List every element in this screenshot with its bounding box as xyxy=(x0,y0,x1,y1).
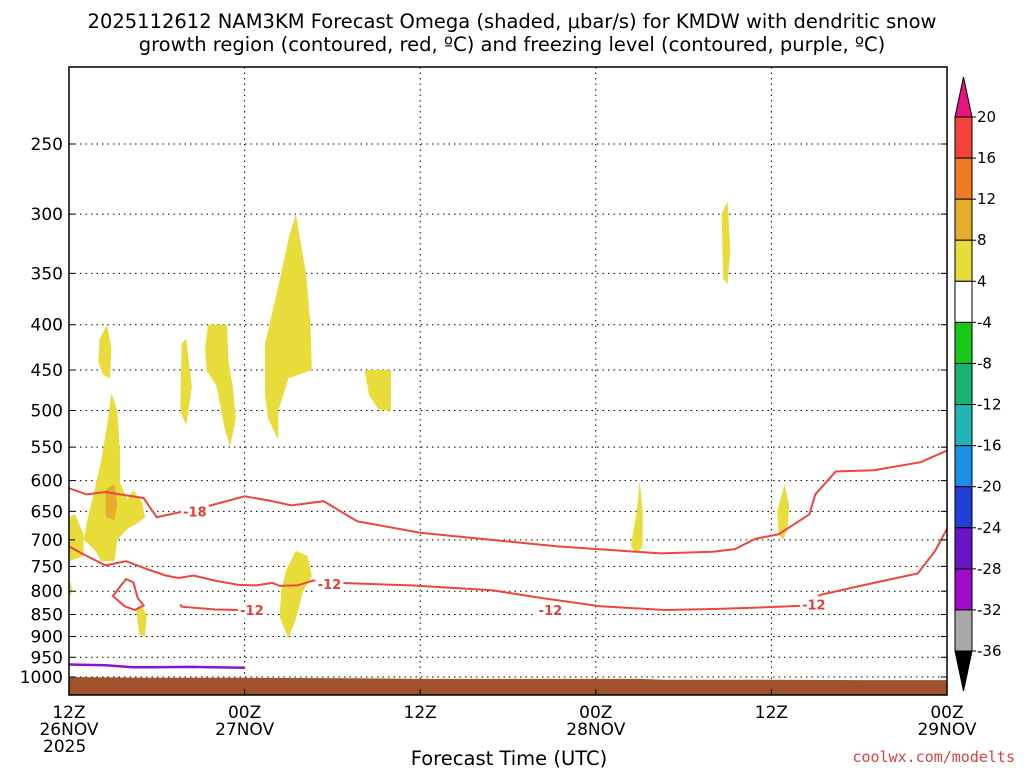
y-tick-label-250: 250 xyxy=(31,135,63,155)
x-tick-label-0-0: 12Z xyxy=(52,703,85,723)
colorbar-label-10: -24 xyxy=(977,519,1002,537)
colorbar-band-6 xyxy=(954,362,973,406)
chart-title: 2025112612 NAM3KM Forecast Omega (shaded… xyxy=(88,10,937,56)
colorbar-band-12 xyxy=(954,609,973,652)
colorbar-label-2: 12 xyxy=(977,190,996,208)
title-line-2: growth region (contoured, red, ºC) and f… xyxy=(139,33,886,56)
omega-region-2 xyxy=(83,393,146,562)
dgz-label-4: -12 xyxy=(240,604,264,619)
colorbar-top-triangle xyxy=(954,76,973,118)
colorbar-band-5 xyxy=(954,321,973,364)
colorbar-band-8 xyxy=(954,445,973,488)
colorbar-label-9: -20 xyxy=(977,478,1002,496)
freezing-level-line xyxy=(68,663,245,669)
y-tick-label-900: 900 xyxy=(31,627,63,647)
colorbar-band-3 xyxy=(954,239,973,282)
dgz-contour-5 xyxy=(111,577,146,612)
x-tick-label-48-0: 12Z xyxy=(755,703,788,723)
omega-region-10 xyxy=(364,370,391,411)
omega-region-9 xyxy=(279,550,312,639)
y-tick-label-750: 750 xyxy=(31,557,63,577)
x-tick-label-60-0: 00Z xyxy=(930,703,963,723)
colorbar-legend: 20 16 12 8 4 -4 -8 -12 -16 -20 -24 -28 -32 -36 xyxy=(954,76,1002,692)
y-tick-label-300: 300 xyxy=(31,205,63,225)
plot-frame xyxy=(68,66,948,696)
omega-region-8 xyxy=(265,214,312,441)
y-tick-label-600: 600 xyxy=(31,472,63,492)
colorbar-band-1 xyxy=(954,157,973,200)
colorbar-label-5: -4 xyxy=(977,313,992,331)
dgz-contour-0 xyxy=(68,449,948,555)
omega-region-11 xyxy=(630,480,643,551)
x-tick-label-36-0: 00Z xyxy=(579,703,612,723)
x-tick-label-36-1: 28NOV xyxy=(566,720,625,740)
colorbar-label-8: -16 xyxy=(977,437,1002,455)
colorbar-label-1: 16 xyxy=(977,149,996,167)
y-tick-label-450: 450 xyxy=(31,361,63,381)
plot-border xyxy=(68,66,948,696)
x-tick-label-0-2: 2025 xyxy=(43,737,86,757)
colorbar-bottom-triangle xyxy=(954,650,973,692)
dgz-label-bg-1 xyxy=(315,575,344,592)
colorbar-band-4 xyxy=(954,280,973,323)
omega-region-4 xyxy=(136,605,147,637)
dgz-label-2: -12 xyxy=(539,604,563,619)
colorbar-label-7: -12 xyxy=(977,396,1002,414)
x-tick-label-60-1: 29NOV xyxy=(917,720,976,740)
y-tick-label-800: 800 xyxy=(31,582,63,602)
x-tick-label-12-1: 27NOV xyxy=(215,720,274,740)
y-tick-label-1000: 1000 xyxy=(20,668,63,688)
colorbar-label-13: -36 xyxy=(977,642,1002,660)
y-axis-tick-labels: 2503003504004505005506006507007508008509… xyxy=(20,135,947,688)
colorbar-band-0 xyxy=(954,116,973,159)
y-tick-label-350: 350 xyxy=(31,264,63,284)
dgz-label-3: -12 xyxy=(802,598,826,613)
y-tick-label-850: 850 xyxy=(31,606,63,626)
colorbar-label-12: -32 xyxy=(977,601,1002,619)
colorbar-band-7 xyxy=(954,404,973,447)
omega-region-7 xyxy=(205,324,236,448)
colorbar-band-10 xyxy=(954,527,973,570)
omega-region-12 xyxy=(721,201,731,285)
dgz-contour-4 xyxy=(179,603,241,611)
freezing-level-contour xyxy=(68,663,245,669)
dgz-label-bg-4 xyxy=(237,601,266,618)
x-axis-label: Forecast Time (UTC) xyxy=(411,747,608,768)
y-tick-label-700: 700 xyxy=(31,531,63,551)
x-tick-label-0-1: 26NOV xyxy=(39,720,98,740)
ground-area xyxy=(69,677,947,695)
ground-terrain xyxy=(69,677,947,695)
colorbar-label-3: 8 xyxy=(977,231,987,249)
colorbar-band-9 xyxy=(954,486,973,529)
colorbar-band-11 xyxy=(954,568,973,611)
dgz-contours: -18 -12 -12 -12 -12 xyxy=(68,449,948,619)
omega-region-13 xyxy=(777,483,789,540)
dgz-label-bg-3 xyxy=(799,596,828,613)
x-tick-label-24-0: 12Z xyxy=(404,703,437,723)
colorbar-label-0: 20 xyxy=(977,108,996,126)
y-tick-label-650: 650 xyxy=(31,502,63,522)
colorbar-label-6: -8 xyxy=(977,354,992,372)
colorbar-label-4: 4 xyxy=(977,272,987,290)
y-tick-label-500: 500 xyxy=(31,402,63,422)
dgz-label-1: -12 xyxy=(318,578,342,593)
dgz-label-bg-2 xyxy=(536,601,565,618)
y-tick-label-400: 400 xyxy=(31,316,63,336)
omega-shading xyxy=(69,201,789,639)
omega-region-5 xyxy=(98,324,112,379)
credit-text: coolwx.com/modelts xyxy=(852,748,1015,766)
colorbar-label-11: -28 xyxy=(977,560,1002,578)
title-line-1: 2025112612 NAM3KM Forecast Omega (shaded… xyxy=(88,10,937,33)
x-tick-label-12-0: 00Z xyxy=(228,703,261,723)
dgz-label-0: -18 xyxy=(183,505,207,520)
colorbar-band-2 xyxy=(954,198,973,241)
dgz-label-bg-0 xyxy=(180,503,209,520)
omega-region-6 xyxy=(180,338,192,426)
y-tick-label-950: 950 xyxy=(31,648,63,668)
y-tick-label-550: 550 xyxy=(31,438,63,458)
